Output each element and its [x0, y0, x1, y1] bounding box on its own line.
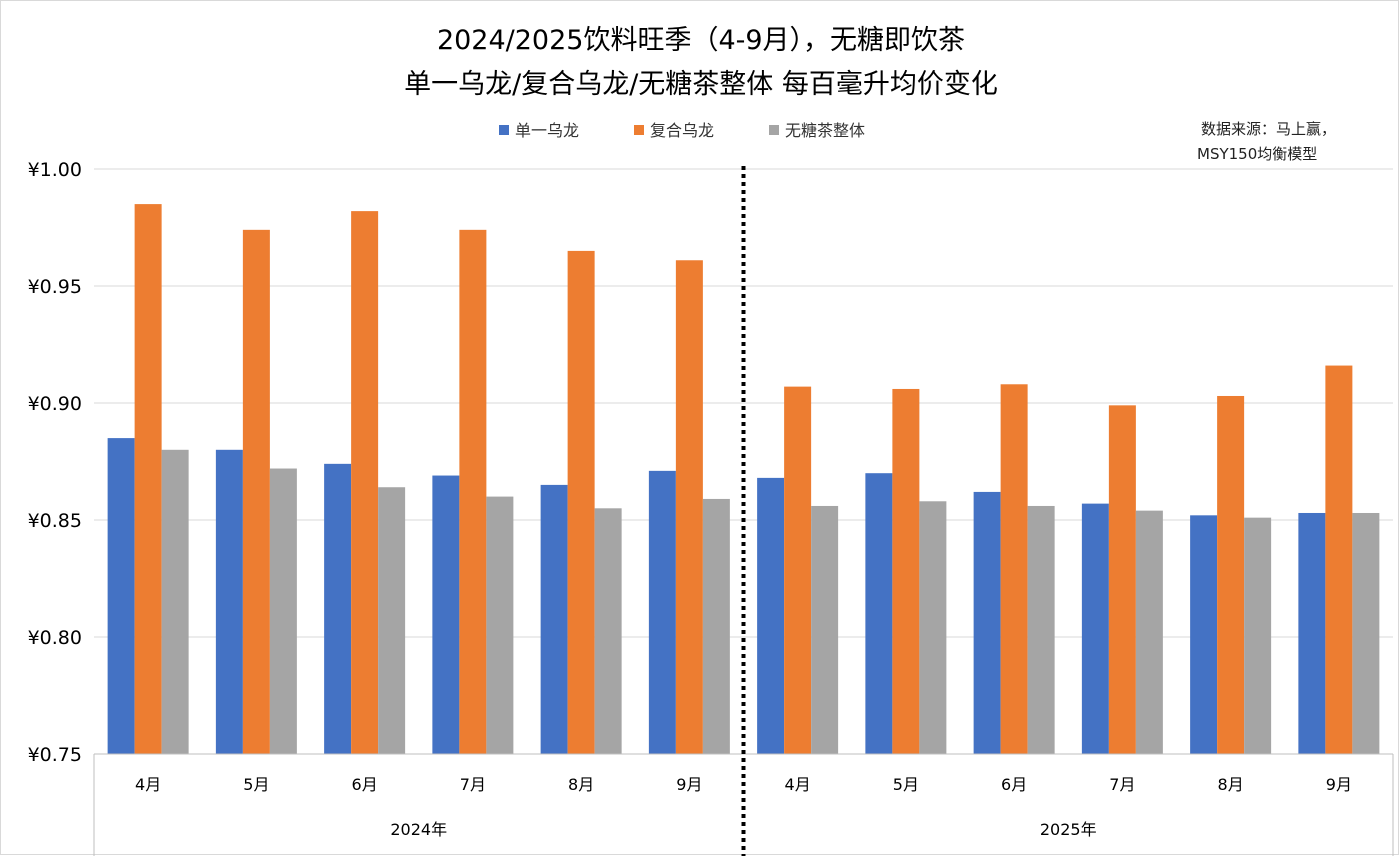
- source-note-line1: 数据来源：马上赢，: [1201, 120, 1336, 138]
- bar-3-1: [161, 449, 189, 754]
- bar-1-12: [1298, 512, 1326, 754]
- bar-3-3: [378, 487, 406, 754]
- legend-label: 复合乌龙: [650, 121, 714, 140]
- legend-swatch: [634, 125, 644, 135]
- bar-1-11: [1190, 515, 1218, 754]
- bar-3-7: [811, 505, 839, 754]
- bar-2-4: [459, 229, 487, 755]
- bar-2-9: [1000, 384, 1028, 754]
- bar-3-6: [702, 498, 730, 754]
- bar-2-1: [134, 204, 162, 755]
- bar-1-2: [215, 449, 243, 754]
- y-tick-label: ¥0.90: [28, 393, 82, 415]
- bar-2-8: [892, 388, 920, 754]
- x-tick-label: 6月: [1001, 775, 1027, 794]
- bar-2-5: [567, 250, 595, 754]
- bar-3-2: [269, 468, 297, 754]
- bar-1-9: [973, 491, 1001, 754]
- x-tick-label: 6月: [352, 775, 378, 794]
- bar-2-2: [242, 229, 270, 755]
- legend-label: 无糖茶整体: [785, 121, 865, 140]
- bar-3-5: [594, 508, 622, 754]
- bar-2-3: [351, 211, 379, 754]
- bar-3-11: [1244, 517, 1272, 754]
- y-tick-label: ¥0.75: [28, 744, 82, 766]
- bar-3-8: [919, 501, 947, 754]
- x-tick-label: 9月: [676, 775, 702, 794]
- bar-3-12: [1352, 512, 1380, 754]
- y-tick-label: ¥0.95: [28, 276, 82, 298]
- source-note-line2: MSY150均衡模型: [1197, 145, 1317, 163]
- bar-2-11: [1217, 395, 1245, 754]
- bar-2-12: [1325, 365, 1353, 754]
- legend-swatch: [769, 125, 779, 135]
- bar-3-9: [1027, 505, 1055, 754]
- bar-1-5: [540, 484, 568, 754]
- chart-title-line2: 单一乌龙/复合乌龙/无糖茶整体 每百毫升均价变化: [404, 69, 998, 100]
- x-tick-label: 4月: [135, 775, 161, 794]
- x-tick-label: 5月: [243, 775, 269, 794]
- bar-3-4: [486, 496, 514, 754]
- x-group-label: 2024年: [390, 820, 447, 839]
- x-tick-label: 5月: [893, 775, 919, 794]
- x-tick-label: 7月: [460, 775, 486, 794]
- y-tick-label: ¥1.00: [28, 159, 82, 181]
- bar-1-10: [1081, 503, 1109, 754]
- bar-2-6: [675, 260, 703, 754]
- x-tick-label: 9月: [1326, 775, 1352, 794]
- y-tick-label: ¥0.85: [28, 510, 82, 532]
- bar-3-10: [1135, 510, 1163, 754]
- bar-1-6: [648, 470, 676, 754]
- x-tick-label: 4月: [785, 775, 811, 794]
- x-tick-label: 8月: [568, 775, 594, 794]
- bar-1-8: [865, 473, 893, 754]
- bar-1-1: [107, 438, 135, 754]
- legend-label: 单一乌龙: [515, 121, 579, 140]
- legend: 单一乌龙 复合乌龙 无糖茶整体: [499, 121, 865, 140]
- x-group-label: 2025年: [1040, 820, 1097, 839]
- legend-swatch: [499, 125, 509, 135]
- bar-1-7: [757, 477, 785, 754]
- x-tick-label: 7月: [1109, 775, 1135, 794]
- y-tick-label: ¥0.80: [28, 627, 82, 649]
- chart-title-line1: 2024/2025饮料旺季（4-9月），无糖即饮茶: [437, 25, 965, 56]
- bar-1-3: [324, 463, 352, 754]
- bar-2-10: [1108, 405, 1136, 754]
- x-tick-label: 8月: [1218, 775, 1244, 794]
- bar-1-4: [432, 475, 460, 754]
- bar-2-7: [784, 386, 812, 754]
